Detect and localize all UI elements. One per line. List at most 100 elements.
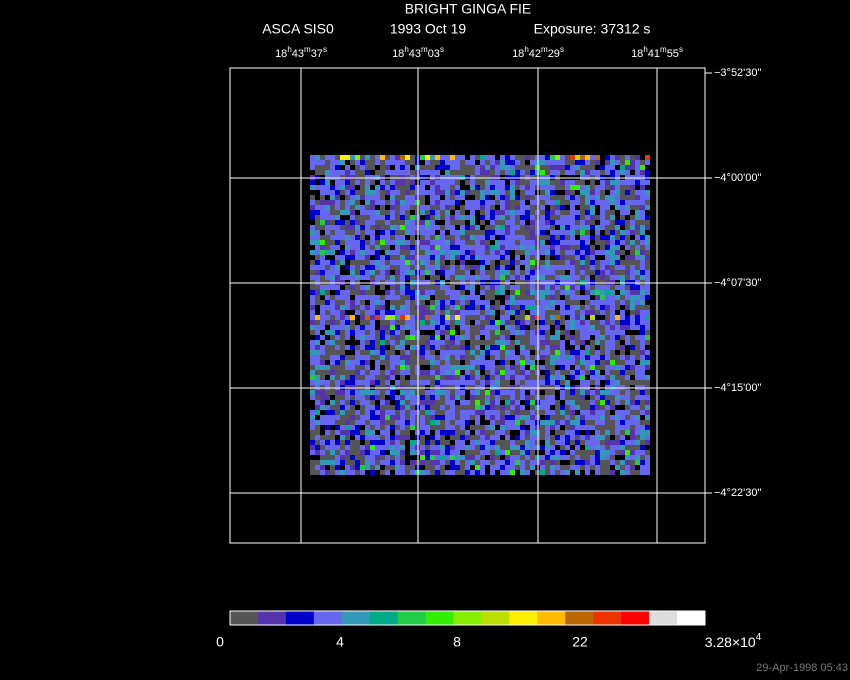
pixel (395, 380, 400, 385)
pixel (465, 455, 470, 460)
pixel (640, 365, 645, 370)
pixel (410, 285, 415, 290)
pixel (505, 250, 510, 255)
pixel (400, 370, 405, 375)
pixel (440, 415, 445, 420)
pixel (545, 165, 550, 170)
pixel (605, 275, 610, 280)
pixel (630, 195, 635, 200)
pixel (615, 355, 620, 360)
pixel (590, 305, 595, 310)
pixel (370, 405, 375, 410)
pixel (525, 470, 530, 475)
pixel (310, 250, 315, 255)
pixel (450, 460, 455, 465)
pixel (640, 295, 645, 300)
pixel (540, 240, 545, 245)
pixel (450, 270, 455, 275)
pixel (645, 315, 650, 320)
pixel (525, 270, 530, 275)
pixel (325, 245, 330, 250)
pixel (630, 400, 635, 405)
pixel (520, 325, 525, 330)
pixel (335, 370, 340, 375)
pixel (450, 205, 455, 210)
pixel (505, 305, 510, 310)
pixel (330, 420, 335, 425)
pixel (370, 285, 375, 290)
pixel (400, 210, 405, 215)
pixel (615, 430, 620, 435)
pixel (390, 265, 395, 270)
pixel (315, 345, 320, 350)
pixel (585, 190, 590, 195)
pixel (380, 265, 385, 270)
pixel (420, 230, 425, 235)
pixel (480, 435, 485, 440)
pixel (490, 215, 495, 220)
pixel (600, 305, 605, 310)
pixel (605, 370, 610, 375)
pixel (410, 265, 415, 270)
pixel (490, 390, 495, 395)
pixel (460, 305, 465, 310)
pixel (335, 395, 340, 400)
pixel (365, 460, 370, 465)
pixel (325, 155, 330, 160)
pixel (505, 285, 510, 290)
pixel (490, 255, 495, 260)
pixel (345, 360, 350, 365)
pixel (500, 165, 505, 170)
pixel (560, 265, 565, 270)
pixel (420, 355, 425, 360)
pixel (515, 200, 520, 205)
pixel (350, 405, 355, 410)
pixel (365, 180, 370, 185)
pixel (370, 240, 375, 245)
pixel (550, 245, 555, 250)
pixel (605, 425, 610, 430)
pixel (420, 165, 425, 170)
pixel (475, 180, 480, 185)
pixel (640, 195, 645, 200)
pixel (645, 430, 650, 435)
pixel (555, 245, 560, 250)
pixel (400, 395, 405, 400)
pixel (645, 405, 650, 410)
pixel (600, 190, 605, 195)
pixel (600, 455, 605, 460)
pixel (565, 255, 570, 260)
pixel (445, 380, 450, 385)
pixel (540, 235, 545, 240)
pixel (325, 350, 330, 355)
pixel (615, 155, 620, 160)
pixel (450, 275, 455, 280)
pixel (330, 470, 335, 475)
pixel (505, 365, 510, 370)
pixel (385, 255, 390, 260)
pixel (495, 305, 500, 310)
pixel (630, 355, 635, 360)
pixel (475, 430, 480, 435)
pixel (635, 450, 640, 455)
pixel (430, 375, 435, 380)
pixel (350, 455, 355, 460)
pixel (360, 445, 365, 450)
pixel (550, 165, 555, 170)
pixel (395, 455, 400, 460)
pixel (565, 435, 570, 440)
pixel (435, 415, 440, 420)
pixel (445, 160, 450, 165)
pixel (505, 390, 510, 395)
pixel (560, 210, 565, 215)
pixel (630, 295, 635, 300)
pixel (550, 415, 555, 420)
pixel (340, 400, 345, 405)
pixel (450, 395, 455, 400)
pixel (380, 320, 385, 325)
pixel (440, 310, 445, 315)
pixel (555, 420, 560, 425)
pixel (515, 330, 520, 335)
pixel (600, 195, 605, 200)
pixel (570, 225, 575, 230)
